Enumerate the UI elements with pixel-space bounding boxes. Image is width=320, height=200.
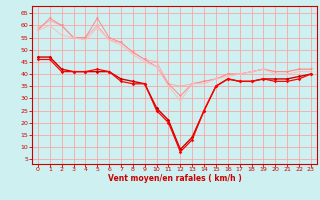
X-axis label: Vent moyen/en rafales ( km/h ): Vent moyen/en rafales ( km/h ) xyxy=(108,174,241,183)
